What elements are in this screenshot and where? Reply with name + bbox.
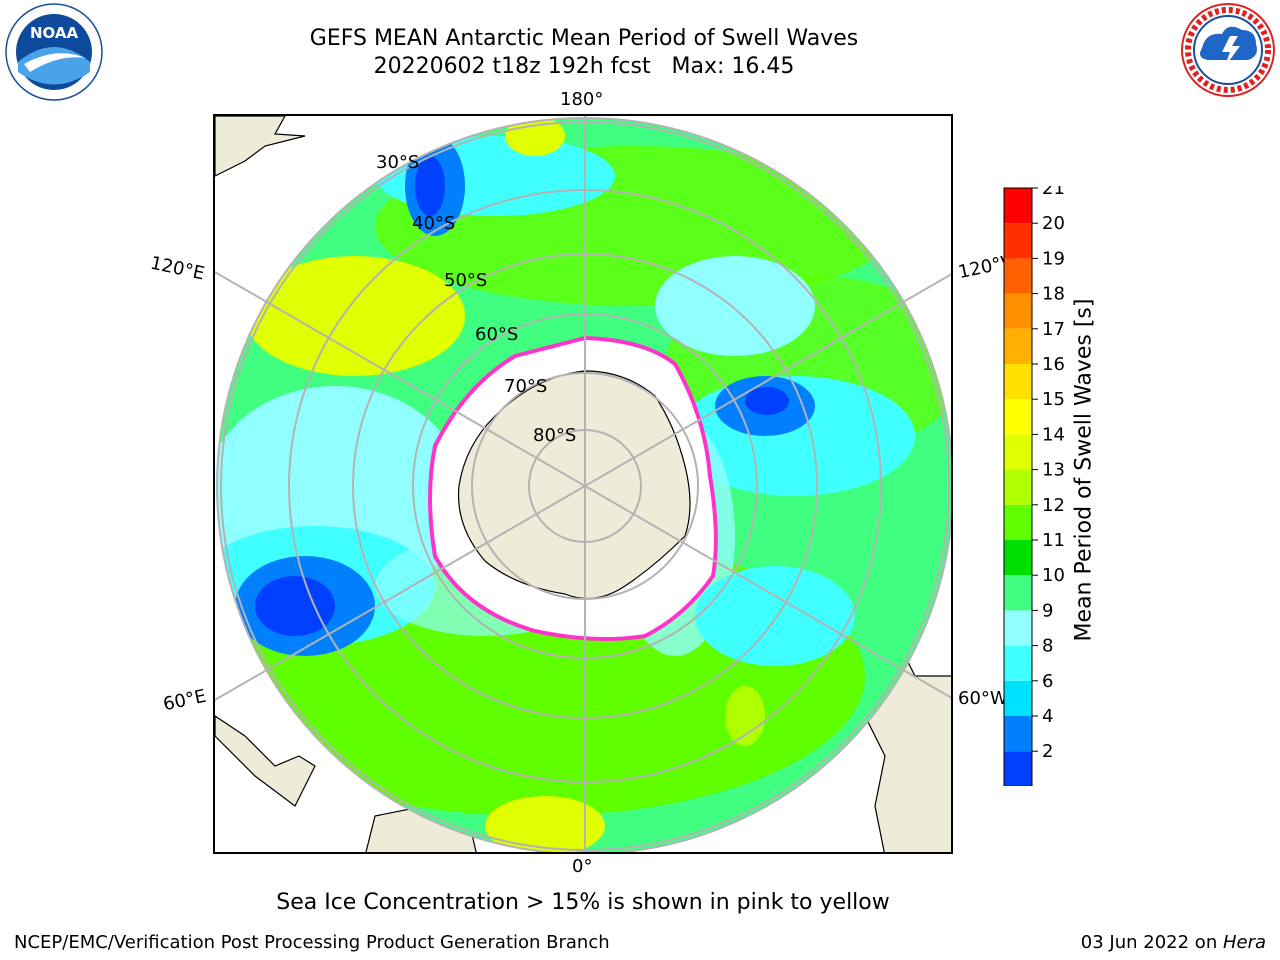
svg-text:NOAA: NOAA <box>30 24 79 42</box>
lon-label-top: 180° <box>560 89 604 110</box>
footer-note: Sea Ice Concentration > 15% is shown in … <box>276 890 890 915</box>
lat-label-70s: 70°S <box>504 376 548 397</box>
colorbar-tick-label: 18 <box>1042 284 1065 305</box>
colorbar-tick-label: 14 <box>1042 424 1065 445</box>
colorbar-bin <box>1004 188 1032 224</box>
colorbar-tick-label: 19 <box>1042 248 1065 269</box>
colorbar: 21 20 19 18 17 16 15 14 13 12 11 10 9 8 6 4 2 <box>1003 186 1065 786</box>
colorbar-bin <box>1004 645 1032 681</box>
colorbar-title: Mean Period of Swell Waves [s] <box>1071 298 1097 642</box>
lat-label-30s: 30°S <box>376 152 420 173</box>
colorbar-tick-label: 6 <box>1042 671 1053 692</box>
lon-label-60e: 60°E <box>161 685 208 716</box>
lat-label-40s: 40°S <box>412 213 456 234</box>
colorbar-bin <box>1004 680 1032 716</box>
colorbar-bin <box>1004 399 1032 435</box>
colorbar-bin <box>1004 504 1032 540</box>
nws-logo <box>1181 3 1275 97</box>
colorbar-bin <box>1004 364 1032 400</box>
chart-subtitle: 20220602 t18z 192h fcst Max: 16.45 <box>373 54 795 79</box>
colorbar-tick-label: 10 <box>1042 565 1065 586</box>
host-name: Hera <box>1222 932 1266 953</box>
map-boundary <box>216 117 951 852</box>
credit-line: NCEP/EMC/Verification Post Processing Pr… <box>14 932 610 953</box>
lat-label-60s: 60°S <box>475 324 519 345</box>
colorbar-bin <box>1004 469 1032 505</box>
colorbar-bin <box>1004 434 1032 470</box>
colorbar-tick-label: 9 <box>1042 600 1053 621</box>
polar-map <box>215 116 951 852</box>
colorbar-tick-label: 17 <box>1042 319 1065 340</box>
lon-label-60w: 60°W <box>958 688 1008 709</box>
colorbar-bin <box>1004 540 1032 576</box>
colorbar-tick-label: 15 <box>1042 389 1065 410</box>
colorbar-bin <box>1004 223 1032 259</box>
colorbar-tick-label: 12 <box>1042 495 1065 516</box>
colorbar-bin <box>1004 575 1032 611</box>
colorbar-tick-label: 20 <box>1042 213 1065 234</box>
lat-label-50s: 50°S <box>444 270 488 291</box>
lon-label-120e: 120°E <box>148 252 207 285</box>
run-date: 03 Jun 2022 on Hera <box>1081 932 1266 953</box>
colorbar-tick-label: 21 <box>1042 186 1065 199</box>
colorbar-tick-label: 2 <box>1042 741 1053 762</box>
colorbar-tick-label: 4 <box>1042 706 1053 727</box>
colorbar-bin <box>1004 716 1032 752</box>
noaa-logo: NOAA <box>5 3 103 101</box>
colorbar-bin <box>1004 258 1032 294</box>
colorbar-tick-label: 16 <box>1042 354 1065 375</box>
colorbar-tick-label: 11 <box>1042 530 1065 551</box>
map-panel <box>213 114 953 854</box>
lon-label-bottom: 0° <box>572 856 593 877</box>
colorbar-tick-label: 13 <box>1042 460 1065 481</box>
date-text: 03 Jun 2022 on <box>1080 932 1223 953</box>
colorbar-bin <box>1004 328 1032 364</box>
colorbar-bin <box>1004 610 1032 646</box>
graticule <box>215 116 951 852</box>
colorbar-frame <box>1003 187 1033 786</box>
lat-label-80s: 80°S <box>533 425 577 446</box>
colorbar-tick-label: 8 <box>1042 636 1053 657</box>
colorbar-bin <box>1004 293 1032 329</box>
colorbar-bin <box>1004 751 1032 786</box>
chart-title: GEFS MEAN Antarctic Mean Period of Swell… <box>309 26 859 51</box>
